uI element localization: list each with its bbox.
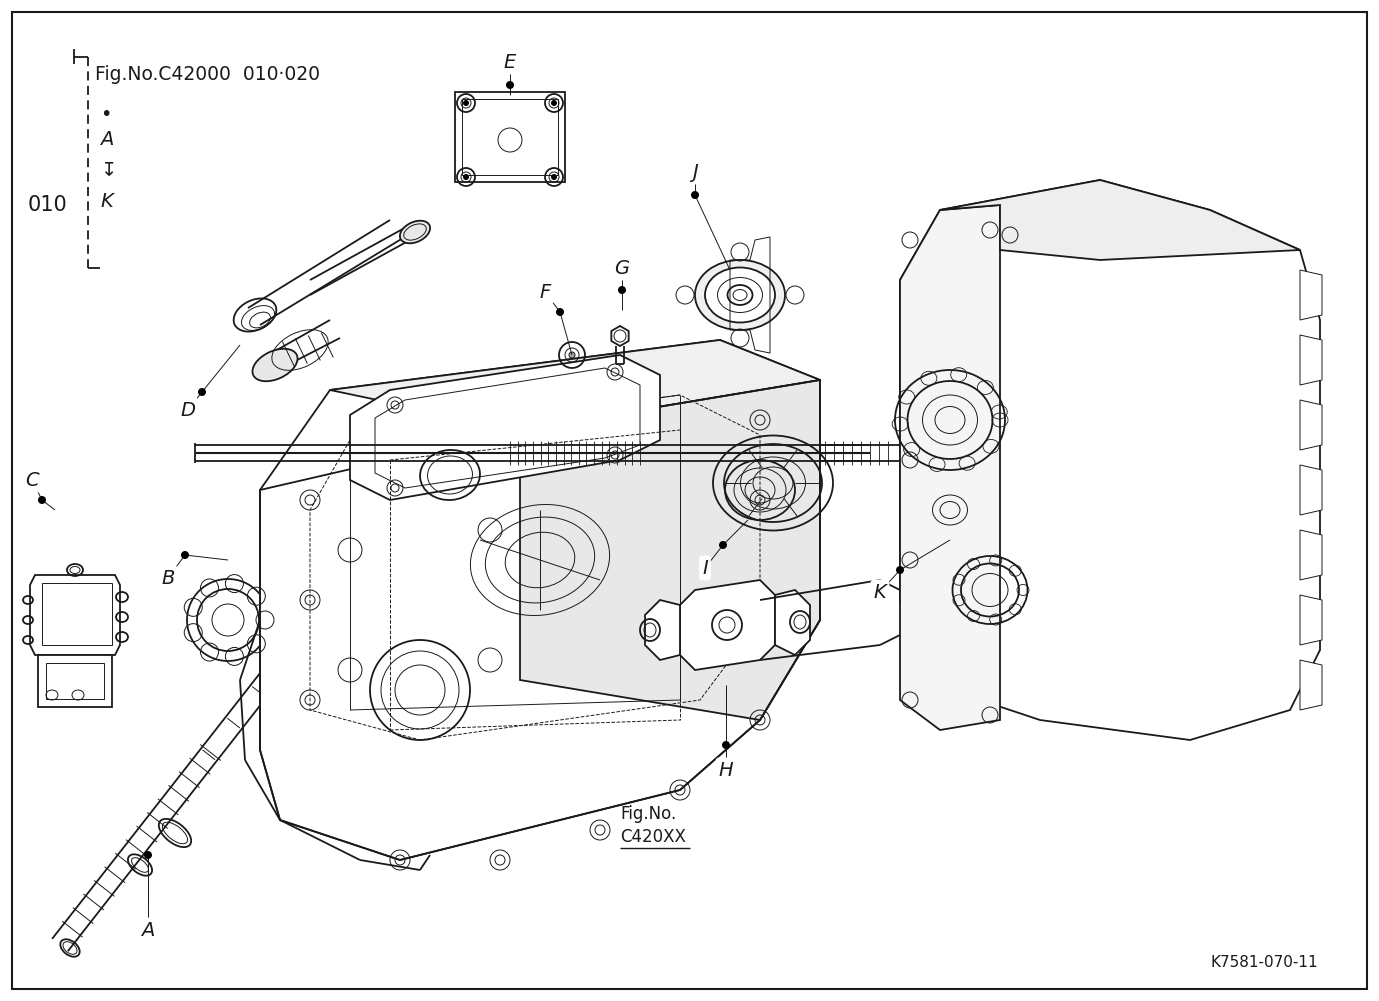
Circle shape <box>618 286 626 294</box>
Polygon shape <box>940 180 1300 260</box>
Text: Fig.No.C42000  010·020: Fig.No.C42000 010·020 <box>95 65 320 84</box>
Circle shape <box>463 174 469 180</box>
Ellipse shape <box>570 352 575 358</box>
Ellipse shape <box>400 220 430 243</box>
Text: D: D <box>181 400 196 419</box>
Circle shape <box>199 388 205 396</box>
Polygon shape <box>680 580 775 670</box>
Polygon shape <box>645 600 680 660</box>
Polygon shape <box>775 590 809 655</box>
Text: A: A <box>101 130 113 149</box>
Circle shape <box>506 81 514 89</box>
Polygon shape <box>1300 400 1322 450</box>
Ellipse shape <box>695 260 785 330</box>
Text: E: E <box>503 52 516 71</box>
Bar <box>46 663 103 699</box>
Circle shape <box>143 851 152 859</box>
Text: F: F <box>539 282 550 301</box>
Text: K: K <box>101 192 113 211</box>
Polygon shape <box>520 380 821 720</box>
Text: •: • <box>101 105 112 124</box>
Text: H: H <box>718 761 734 780</box>
Circle shape <box>463 100 469 106</box>
Polygon shape <box>330 340 821 430</box>
Polygon shape <box>30 575 120 655</box>
Ellipse shape <box>252 348 298 381</box>
Bar <box>455 92 565 182</box>
Bar <box>39 655 112 707</box>
Text: ↧: ↧ <box>101 160 116 179</box>
Polygon shape <box>1300 465 1322 515</box>
Bar <box>462 99 558 175</box>
Text: A: A <box>141 921 154 940</box>
Polygon shape <box>1300 530 1322 580</box>
Polygon shape <box>900 180 1320 740</box>
Circle shape <box>181 551 189 559</box>
Polygon shape <box>1300 270 1322 320</box>
Circle shape <box>896 566 905 574</box>
Circle shape <box>552 100 557 106</box>
Text: K7581-070-11: K7581-070-11 <box>1209 955 1317 970</box>
Circle shape <box>552 174 557 180</box>
Text: K: K <box>874 583 887 602</box>
Polygon shape <box>900 205 1000 730</box>
Text: C420XX: C420XX <box>621 828 685 846</box>
Circle shape <box>39 496 46 504</box>
Text: G: G <box>615 258 630 277</box>
Polygon shape <box>1300 595 1322 645</box>
Polygon shape <box>350 355 661 500</box>
Circle shape <box>718 541 727 549</box>
Ellipse shape <box>705 267 775 322</box>
Text: J: J <box>692 162 698 181</box>
Bar <box>41 583 112 645</box>
Text: 010: 010 <box>28 195 68 215</box>
Polygon shape <box>1300 335 1322 385</box>
Circle shape <box>691 191 699 199</box>
Text: Fig.No.: Fig.No. <box>621 805 676 823</box>
Text: I: I <box>702 559 707 578</box>
Text: B: B <box>161 569 175 588</box>
Circle shape <box>723 741 729 749</box>
Polygon shape <box>261 340 821 860</box>
Text: C: C <box>25 470 39 489</box>
Polygon shape <box>1300 660 1322 710</box>
Polygon shape <box>611 326 629 346</box>
Circle shape <box>556 308 564 316</box>
